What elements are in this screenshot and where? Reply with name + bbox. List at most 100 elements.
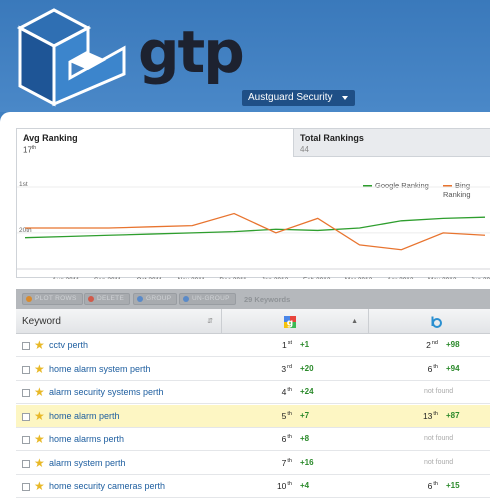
tab-avg-value: 17th [23,145,37,155]
ungroup-icon [183,296,189,302]
delete-button[interactable]: DELETE [84,293,131,305]
row-checkbox[interactable] [22,342,30,350]
keyword-link[interactable]: cctv perth [49,340,89,350]
logo-text: gtp [138,18,245,86]
plot-rows-button[interactable]: PLOT ROWS [22,293,83,305]
tab-total-value: 44 [300,145,309,154]
google-rank: 10th [276,481,292,491]
x-tick-label: Jun 2012 [471,277,490,279]
sort-up-icon: ▲ [351,318,358,325]
google-icon: g [284,316,296,328]
row-checkbox[interactable] [22,412,30,421]
plot-icon [26,296,32,302]
legend-bing-swatch [443,185,452,188]
keyword-link[interactable]: home alarms perth [49,434,125,444]
x-tick-label: Mar 2012 [345,277,373,279]
google-rank: 3rd [281,363,292,374]
line-chart: 1st 20th Aug 2011 Sep 2011 Oct 2011 Nov 2011 D… [17,181,490,279]
google-change: +7 [300,410,310,420]
star-icon[interactable]: ★ [34,385,45,399]
star-icon[interactable]: ★ [34,338,45,352]
bing-icon [431,316,442,328]
legend-bing-label: Bing Ranking [443,181,471,199]
google-rank: 6th [281,434,292,444]
bing-change: +15 [446,481,460,490]
google-change: +1 [300,340,310,349]
ungroup-button[interactable]: UN-GROUP [179,293,236,305]
table-row[interactable]: ★ cctv perth 1st +1 2nd +98 [16,334,490,357]
table-row[interactable]: ★ alarm security systems perth 4th +24 not f… [16,381,490,404]
google-change: +4 [300,481,310,490]
x-tick-label: Jan 2012 [262,277,289,279]
bing-ranking-line [25,212,486,251]
legend-google-swatch [363,185,372,188]
y-tick-label: 1st [19,181,28,188]
plot-rows-label: PLOT ROWS [35,295,77,302]
sort-icon: ⇵ [207,318,213,325]
ranking-chart: Avg Ranking 17th Total Rankings 44 Googl… [16,128,490,279]
row-checkbox[interactable] [22,459,30,468]
tab-avg-ranking[interactable]: Avg Ranking 17th [17,129,293,157]
table-row[interactable]: ★ home security cameras perth 10th +4 6th +15 [16,475,490,498]
google-rank: 4th [281,387,292,397]
x-tick-label: Aug 2011 [52,277,80,279]
google-change: +20 [300,363,314,373]
x-tick-label: Feb 2012 [303,277,331,279]
google-rank: 1st [281,340,292,350]
star-icon[interactable]: ★ [34,479,45,493]
row-checkbox[interactable] [22,365,30,374]
x-tick-label: May 2012 [428,277,457,279]
table-row[interactable]: ★ home alarms perth 6th +8 not found [16,428,490,451]
bing-change: +87 [446,410,460,420]
keyword-link[interactable]: alarm security systems perth [49,387,164,397]
bing-rank: 13th [422,410,438,421]
bing-not-found: not found [424,435,454,442]
google-rank: 7th [281,457,292,468]
keyword-link[interactable]: home alarm system perth [49,363,151,374]
chevron-down-icon [341,96,348,100]
bing-rank: 2nd [426,340,438,350]
delete-label: DELETE [97,295,125,302]
google-change: +24 [300,387,314,396]
x-tick-label: Oct 2011 [137,277,163,279]
tab-total-title: Total Rankings [300,133,364,143]
google-ranking-line [24,216,486,239]
row-checkbox[interactable] [22,389,30,397]
legend-google-label: Google Ranking [375,181,429,190]
keyword-toolbar: PLOT ROWS DELETE GROUP UN-GROUP 29 Keywo… [16,289,490,309]
bing-not-found: not found [424,458,454,466]
legend-bing[interactable]: Bing Ranking [443,181,490,199]
google-rank: 5th [281,410,292,421]
keyword-link[interactable]: home alarm perth [49,410,120,421]
tab-total-rankings[interactable]: Total Rankings 44 [293,129,490,157]
table-row[interactable]: ★ alarm system perth 7th +16 not found [16,452,490,475]
row-checkbox[interactable] [22,483,30,491]
bing-rank: 6th [427,481,438,491]
column-keyword-label: Keyword [22,316,61,327]
star-icon[interactable]: ★ [34,455,45,470]
bing-rank: 6th [427,363,438,374]
legend-google[interactable]: Google Ranking [363,181,429,190]
row-checkbox[interactable] [22,436,30,444]
bing-change: +94 [446,363,460,373]
star-icon[interactable]: ★ [34,361,45,376]
table-row[interactable]: ★ home alarm perth 5th +7 13th +87 [16,404,490,428]
app-header: gtp Austguard Security [0,0,490,112]
table-row[interactable]: ★ home alarm system perth 3rd +20 6th +94 [16,358,490,381]
group-button[interactable]: GROUP [133,293,178,305]
ungroup-label: UN-GROUP [192,295,230,302]
column-bing[interactable] [369,309,490,334]
x-tick-label: Apr 2012 [387,277,414,279]
google-change: +16 [300,457,314,467]
keyword-link[interactable]: alarm system perth [49,457,126,468]
keyword-link[interactable]: home security cameras perth [49,481,166,491]
star-icon[interactable]: ★ [34,408,45,423]
account-dropdown[interactable]: Austguard Security [242,90,355,106]
delete-icon [88,296,94,302]
table-header: Keyword ⇵ g ▲ [16,309,490,334]
column-google[interactable]: g ▲ [222,309,369,334]
star-icon[interactable]: ★ [34,432,45,446]
column-keyword[interactable]: Keyword ⇵ [16,309,222,334]
gtp-logo-icon [16,8,126,107]
group-icon [137,296,143,302]
